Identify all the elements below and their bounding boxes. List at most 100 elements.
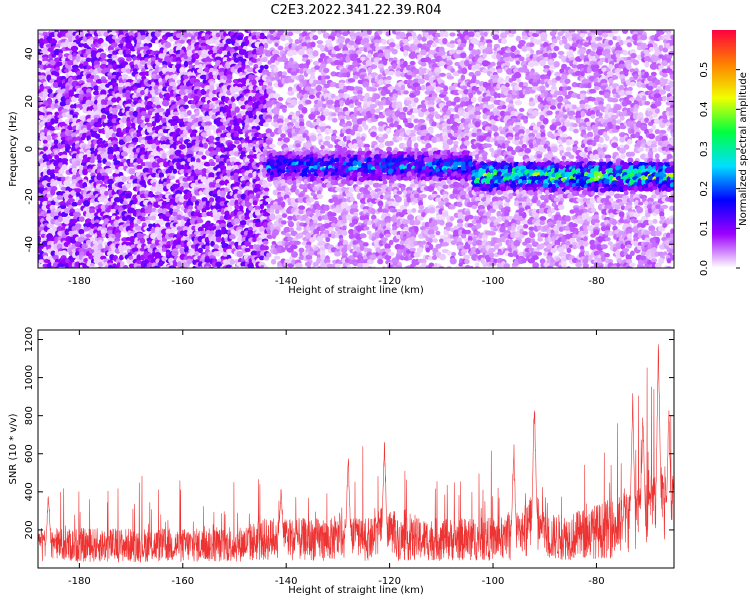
spectrogram-cell bbox=[38, 139, 41, 147]
spectrogram-cell bbox=[367, 53, 373, 59]
spectrogram-cell bbox=[75, 160, 81, 167]
spectrogram-cell bbox=[187, 61, 193, 66]
spectrogram-cell bbox=[157, 261, 164, 267]
spectrogram-cell bbox=[274, 42, 279, 47]
spectrogram-cell bbox=[370, 108, 376, 115]
spectrogram-cell bbox=[140, 162, 147, 167]
spectrogram-cell bbox=[205, 242, 210, 247]
spectrogram-cell bbox=[59, 101, 67, 107]
spectrogram-cell bbox=[78, 228, 85, 235]
spectrogram-cell bbox=[54, 149, 59, 156]
spectrogram-cell bbox=[370, 208, 376, 215]
spectrogram-cell bbox=[324, 75, 331, 80]
spectrogram-cell bbox=[199, 126, 205, 131]
spectrogram-cell bbox=[348, 86, 356, 91]
spectrogram-cell bbox=[265, 182, 273, 188]
spectrogram-cell bbox=[171, 183, 180, 190]
spectrogram-cell bbox=[337, 37, 345, 44]
spectrogram-cell bbox=[146, 262, 153, 268]
spectrogram-cell bbox=[183, 95, 189, 102]
spectrogram-cell bbox=[178, 98, 186, 106]
spectrogram-cell bbox=[53, 160, 59, 167]
spectrogram-cell bbox=[94, 133, 101, 139]
spectrogram-cell bbox=[207, 135, 215, 142]
spectrogram-cell bbox=[382, 133, 389, 140]
spectrogram-cell bbox=[70, 132, 78, 138]
spectrogram-cell bbox=[204, 121, 212, 126]
spectrogram-cell bbox=[287, 215, 294, 221]
spectrogram-cell bbox=[196, 204, 204, 211]
spectrogram-cell bbox=[153, 265, 161, 268]
spectrogram-cell bbox=[89, 208, 96, 214]
spectrogram-cell bbox=[386, 75, 392, 81]
spectrogram-cell bbox=[198, 247, 203, 254]
spectrogram-cell bbox=[369, 254, 377, 261]
spectrogram-cell bbox=[42, 139, 48, 145]
spectrogram-cell bbox=[315, 84, 323, 92]
spectrogram-cell bbox=[94, 219, 100, 224]
spectrogram-cell bbox=[85, 186, 93, 192]
spectrogram-cell bbox=[46, 194, 53, 199]
spectrogram-cell bbox=[46, 263, 53, 268]
spectrogram-cell bbox=[86, 82, 93, 87]
spectrogram-cell bbox=[46, 135, 52, 142]
spectrogram-cell bbox=[342, 147, 348, 152]
spectrogram-cell bbox=[323, 204, 330, 211]
spectrogram-cell bbox=[60, 154, 68, 160]
spectrogram-cell bbox=[129, 45, 136, 52]
spectrogram-cell bbox=[312, 35, 319, 41]
spectrogram-cell bbox=[385, 127, 392, 134]
spectrogram-cell bbox=[330, 212, 337, 217]
spectrogram-cell bbox=[306, 48, 313, 55]
spectrogram-cell bbox=[183, 74, 189, 80]
spectrogram-cell bbox=[359, 233, 367, 239]
spectrogram-cell bbox=[306, 201, 311, 207]
spectrogram-cell bbox=[392, 63, 397, 70]
spectrogram-cell bbox=[293, 240, 301, 245]
spectrogram-cell bbox=[345, 71, 351, 78]
spectrogram-cell bbox=[101, 222, 107, 229]
spectrogram-cell bbox=[128, 153, 135, 160]
spectrogram-cell bbox=[131, 137, 139, 143]
spectrogram-cell bbox=[378, 79, 384, 86]
spectrogram-cell bbox=[239, 219, 247, 226]
spectrogram-cell bbox=[89, 158, 95, 164]
spectrogram-cell bbox=[356, 262, 364, 268]
spectrogram-cell bbox=[63, 179, 71, 187]
spectrogram-cell bbox=[115, 232, 121, 239]
spectrogram-cell bbox=[86, 65, 92, 70]
spectrogram-cell bbox=[196, 163, 204, 170]
spectrogram-cell bbox=[143, 259, 150, 265]
figure-title: C2E3.2022.341.22.39.R04 bbox=[270, 3, 441, 18]
spectrogram-cell bbox=[76, 74, 83, 80]
spectrogram-cell bbox=[96, 138, 103, 146]
spectrogram-cell bbox=[178, 89, 187, 96]
spectrogram-cell bbox=[38, 235, 42, 243]
spectrogram-cell bbox=[341, 230, 348, 236]
spectrogram-cell bbox=[64, 68, 70, 73]
spectrogram-cell bbox=[75, 55, 81, 63]
spectrogram-cell bbox=[51, 53, 57, 58]
spectrogram-cell bbox=[351, 218, 359, 225]
spectrogram-cell bbox=[71, 201, 78, 207]
spectrogram-cell bbox=[396, 190, 403, 195]
spectrogram-cell bbox=[135, 225, 143, 231]
spectrogram-cell bbox=[341, 197, 347, 203]
spectrogram-cell bbox=[263, 42, 269, 49]
spectrogram-cell bbox=[119, 122, 125, 129]
spectrogram-cell bbox=[125, 57, 132, 62]
spectrogram-cells bbox=[38, 30, 674, 268]
spectrogram-cell bbox=[163, 161, 169, 168]
spectrogram-cell bbox=[60, 204, 67, 210]
spectrogram-cell bbox=[248, 222, 254, 227]
spectrogram-cell bbox=[262, 122, 269, 128]
spectrogram-cell bbox=[290, 244, 298, 250]
spectrogram-cell bbox=[171, 250, 179, 257]
spectrogram-cell bbox=[68, 194, 73, 199]
spectrogram-cell bbox=[178, 154, 186, 159]
spectrogram-cell bbox=[61, 164, 68, 171]
spectrogram-cell bbox=[97, 162, 102, 168]
spectrogram-cell bbox=[341, 219, 348, 224]
spectrogram-cell bbox=[47, 99, 53, 106]
spectrogram-cell bbox=[352, 160, 358, 167]
